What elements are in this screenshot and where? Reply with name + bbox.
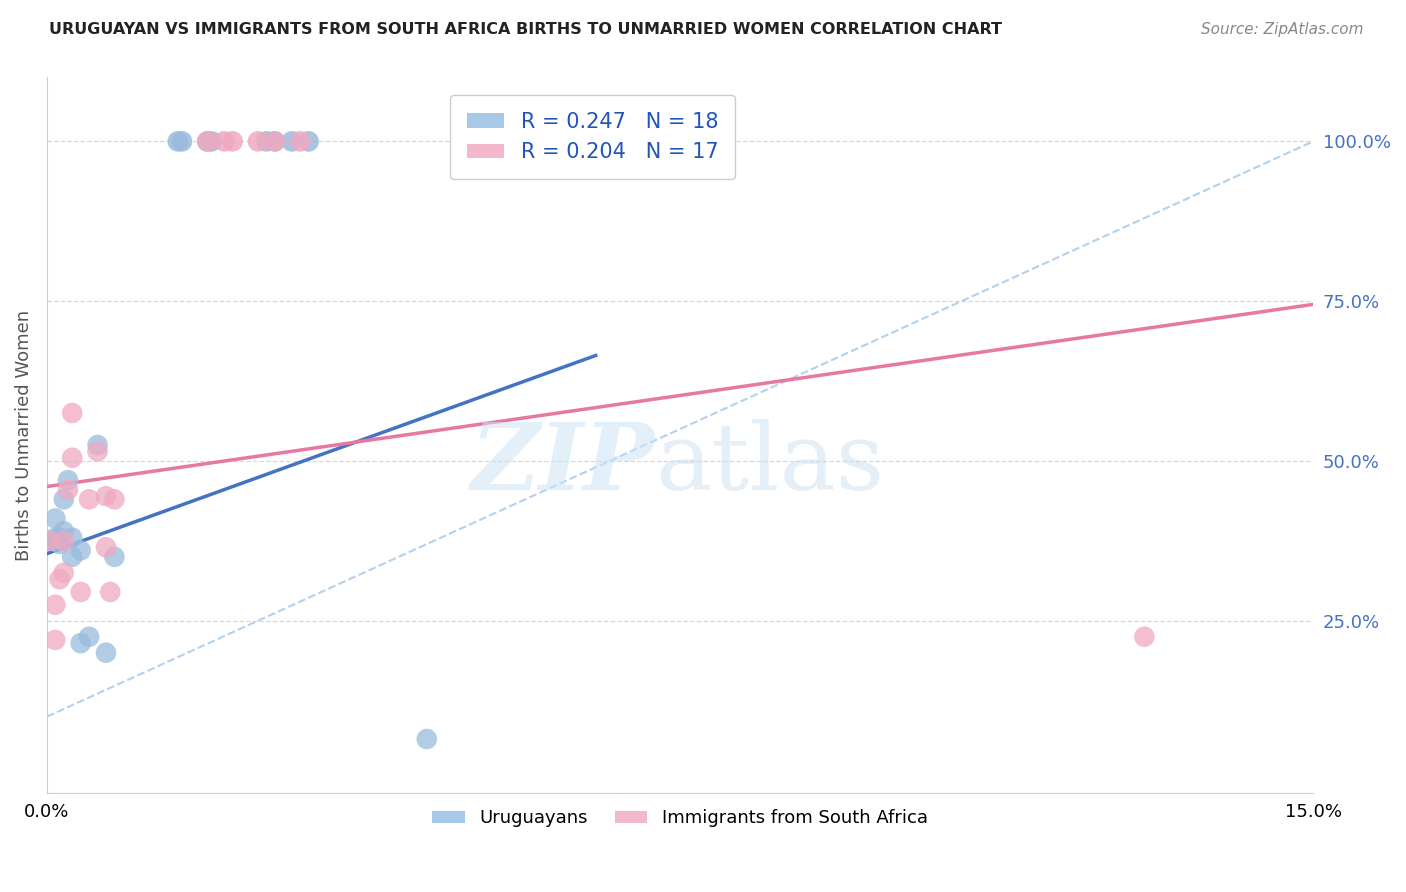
- Point: [103, 492, 125, 507]
- Point: [60, 549, 83, 564]
- Point: [221, 134, 243, 148]
- Point: [52, 492, 75, 507]
- Point: [52, 566, 75, 580]
- Point: [52, 524, 75, 539]
- Point: [69, 543, 91, 558]
- Legend: Uruguayans, Immigrants from South Africa: Uruguayans, Immigrants from South Africa: [425, 802, 935, 834]
- Point: [94, 541, 117, 555]
- Point: [195, 134, 218, 148]
- Point: [77, 630, 100, 644]
- Point: [44, 511, 66, 525]
- Point: [38, 533, 60, 548]
- Point: [94, 489, 117, 503]
- Point: [280, 134, 302, 148]
- Point: [86, 444, 108, 458]
- Text: URUGUAYAN VS IMMIGRANTS FROM SOUTH AFRICA BIRTHS TO UNMARRIED WOMEN CORRELATION : URUGUAYAN VS IMMIGRANTS FROM SOUTH AFRIC…: [49, 22, 1002, 37]
- Point: [48, 572, 70, 586]
- Point: [60, 406, 83, 420]
- Point: [39, 533, 62, 548]
- Point: [56, 473, 79, 487]
- Point: [263, 134, 285, 148]
- Point: [263, 134, 285, 148]
- Point: [212, 134, 235, 148]
- Point: [1133, 630, 1156, 644]
- Point: [416, 731, 439, 746]
- Point: [195, 134, 218, 148]
- Text: ZIP: ZIP: [471, 419, 655, 509]
- Point: [103, 549, 125, 564]
- Point: [44, 598, 66, 612]
- Point: [254, 134, 277, 148]
- Point: [52, 533, 75, 548]
- Point: [60, 531, 83, 545]
- Point: [48, 531, 70, 545]
- Point: [60, 450, 83, 465]
- Point: [56, 483, 79, 497]
- Point: [69, 636, 91, 650]
- Point: [170, 134, 193, 148]
- Point: [166, 134, 188, 148]
- Point: [94, 646, 117, 660]
- Point: [246, 134, 269, 148]
- Point: [86, 438, 108, 452]
- Point: [69, 585, 91, 599]
- Point: [98, 585, 121, 599]
- Point: [77, 492, 100, 507]
- Point: [44, 632, 66, 647]
- Point: [48, 537, 70, 551]
- Point: [200, 134, 222, 148]
- Text: atlas: atlas: [655, 419, 884, 509]
- Point: [44, 531, 66, 545]
- Text: Source: ZipAtlas.com: Source: ZipAtlas.com: [1201, 22, 1364, 37]
- Point: [288, 134, 311, 148]
- Point: [297, 134, 319, 148]
- Point: [42, 533, 65, 548]
- Y-axis label: Births to Unmarried Women: Births to Unmarried Women: [15, 310, 32, 561]
